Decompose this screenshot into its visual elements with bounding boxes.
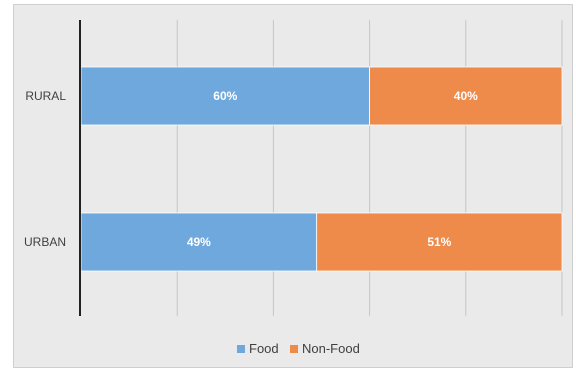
legend-label: Food	[249, 341, 279, 356]
data-label: 49%	[187, 235, 211, 249]
data-label: 51%	[427, 235, 451, 249]
chart-frame	[13, 4, 573, 368]
bar-segment	[369, 66, 563, 126]
legend-swatch	[237, 345, 245, 353]
category-label: URBAN	[24, 235, 66, 249]
legend-swatch	[290, 345, 298, 353]
data-label: 60%	[213, 89, 237, 103]
legend-label: Non-Food	[302, 341, 360, 356]
data-label: 40%	[454, 89, 478, 103]
category-label: RURAL	[25, 89, 66, 103]
bar-segment	[80, 212, 318, 272]
bar-segment	[316, 212, 563, 272]
